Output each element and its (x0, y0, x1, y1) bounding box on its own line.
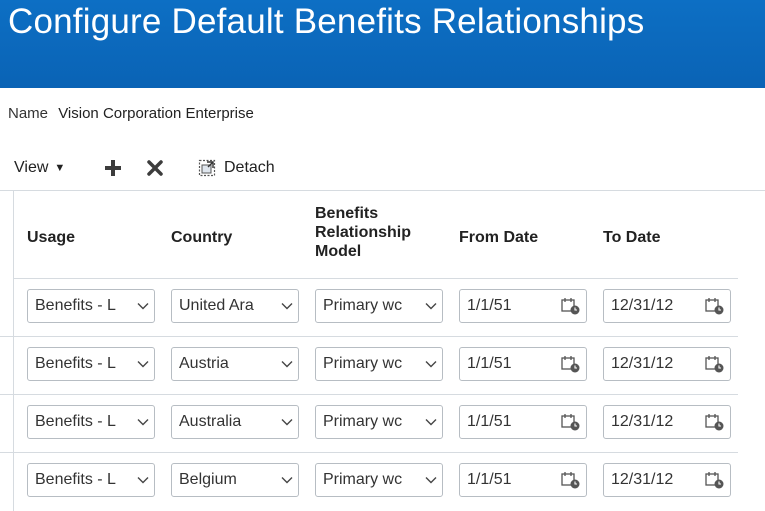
plus-icon (105, 160, 121, 176)
name-value: Vision Corporation Enterprise (58, 105, 254, 122)
from-date-input[interactable]: 1/1/51 (459, 289, 587, 323)
column-header-model-line-3: Model (315, 243, 362, 260)
column-header-country[interactable]: Country (171, 229, 233, 246)
usage-select[interactable]: Benefits - L (27, 463, 155, 497)
from-date-value: 1/1/51 (467, 355, 512, 372)
delete-row-button[interactable] (146, 150, 164, 186)
name-row: Name Vision Corporation Enterprise (8, 105, 254, 122)
row-divider (14, 336, 738, 337)
calendar-icon[interactable] (556, 297, 586, 315)
view-menu-label: View (14, 159, 49, 176)
calendar-icon[interactable] (700, 471, 730, 489)
row-divider (14, 394, 738, 395)
benefits-relationships-table: Usage Country Benefits Relationship Mode… (0, 190, 765, 511)
calendar-icon[interactable] (700, 355, 730, 373)
calendar-icon[interactable] (556, 471, 586, 489)
relationship-model-select[interactable]: Primary wc (315, 463, 443, 497)
country-value: Australia (179, 413, 242, 430)
from-date-input[interactable]: 1/1/51 (459, 405, 587, 439)
calendar-icon[interactable] (556, 413, 586, 431)
usage-select[interactable]: Benefits - L (27, 405, 155, 439)
usage-select[interactable]: Benefits - L (27, 289, 155, 323)
country-select[interactable]: United Ara (171, 289, 299, 323)
chevron-down-icon (420, 360, 442, 368)
table-left-border (13, 190, 14, 511)
chevron-down-icon (132, 418, 154, 426)
usage-select[interactable]: Benefits - L (27, 347, 155, 381)
calendar-icon[interactable] (700, 297, 730, 315)
usage-value: Benefits - L (35, 355, 116, 372)
chevron-down-icon (276, 418, 298, 426)
table-row: Benefits - L Australia Primary wc 1/1/51… (0, 395, 738, 453)
chevron-down-icon (420, 302, 442, 310)
to-date-input[interactable]: 12/31/12 (603, 289, 731, 323)
calendar-icon[interactable] (700, 413, 730, 431)
relationship-model-select[interactable]: Primary wc (315, 347, 443, 381)
from-date-input[interactable]: 1/1/51 (459, 347, 587, 381)
detach-icon (198, 159, 216, 177)
row-divider (0, 336, 14, 337)
add-row-button[interactable] (104, 150, 122, 186)
name-label: Name (8, 105, 49, 122)
model-value: Primary wc (323, 355, 403, 372)
table-row: Benefits - L Austria Primary wc 1/1/51 1… (0, 337, 738, 395)
table-top-border (0, 190, 765, 191)
table-row: Benefits - L United Ara Primary wc 1/1/5… (0, 279, 738, 337)
chevron-down-icon (276, 476, 298, 484)
from-date-value: 1/1/51 (467, 471, 512, 488)
country-value: United Ara (179, 297, 254, 314)
chevron-down-icon (132, 302, 154, 310)
detach-label: Detach (224, 159, 275, 176)
country-select[interactable]: Belgium (171, 463, 299, 497)
relationship-model-select[interactable]: Primary wc (315, 405, 443, 439)
table-toolbar: View ▼ Detach (0, 150, 765, 186)
row-divider (0, 452, 14, 453)
table-row: Benefits - L Belgium Primary wc 1/1/51 1… (14, 453, 738, 511)
from-date-value: 1/1/51 (467, 413, 512, 430)
header-divider (14, 278, 738, 279)
country-select[interactable]: Austria (171, 347, 299, 381)
country-value: Austria (179, 355, 229, 372)
relationship-model-select[interactable]: Primary wc (315, 289, 443, 323)
page-title: Configure Default Benefits Relationships (8, 2, 645, 41)
column-header-model-line-1: Benefits (315, 205, 379, 222)
country-select[interactable]: Australia (171, 405, 299, 439)
chevron-down-icon (132, 360, 154, 368)
column-header-from-date[interactable]: From Date (459, 229, 539, 246)
caret-down-icon: ▼ (54, 162, 66, 174)
to-date-input[interactable]: 12/31/12 (603, 463, 731, 497)
column-header-model-line-2: Relationship (315, 224, 412, 241)
column-header-relationship-model[interactable]: Benefits Relationship Model (315, 204, 455, 261)
chevron-down-icon (276, 302, 298, 310)
usage-value: Benefits - L (35, 471, 116, 488)
usage-value: Benefits - L (35, 297, 116, 314)
column-header-to-date[interactable]: To Date (603, 229, 661, 246)
to-date-value: 12/31/12 (611, 355, 674, 372)
calendar-icon[interactable] (556, 355, 586, 373)
detach-button[interactable]: Detach (198, 150, 275, 186)
model-value: Primary wc (323, 471, 403, 488)
to-date-input[interactable]: 12/31/12 (603, 405, 731, 439)
chevron-down-icon (420, 418, 442, 426)
view-menu-button[interactable]: View ▼ (14, 150, 65, 186)
model-value: Primary wc (323, 413, 403, 430)
model-value: Primary wc (323, 297, 403, 314)
column-header-usage[interactable]: Usage (27, 229, 76, 246)
x-icon (147, 160, 163, 176)
chevron-down-icon (420, 476, 442, 484)
usage-value: Benefits - L (35, 413, 116, 430)
page-header: Configure Default Benefits Relationships (0, 0, 765, 88)
row-divider (0, 394, 14, 395)
to-date-value: 12/31/12 (611, 297, 674, 314)
chevron-down-icon (132, 476, 154, 484)
from-date-input[interactable]: 1/1/51 (459, 463, 587, 497)
to-date-value: 12/31/12 (611, 413, 674, 430)
chevron-down-icon (276, 360, 298, 368)
row-divider (14, 452, 738, 453)
to-date-input[interactable]: 12/31/12 (603, 347, 731, 381)
to-date-value: 12/31/12 (611, 471, 674, 488)
country-value: Belgium (179, 471, 237, 488)
from-date-value: 1/1/51 (467, 297, 512, 314)
